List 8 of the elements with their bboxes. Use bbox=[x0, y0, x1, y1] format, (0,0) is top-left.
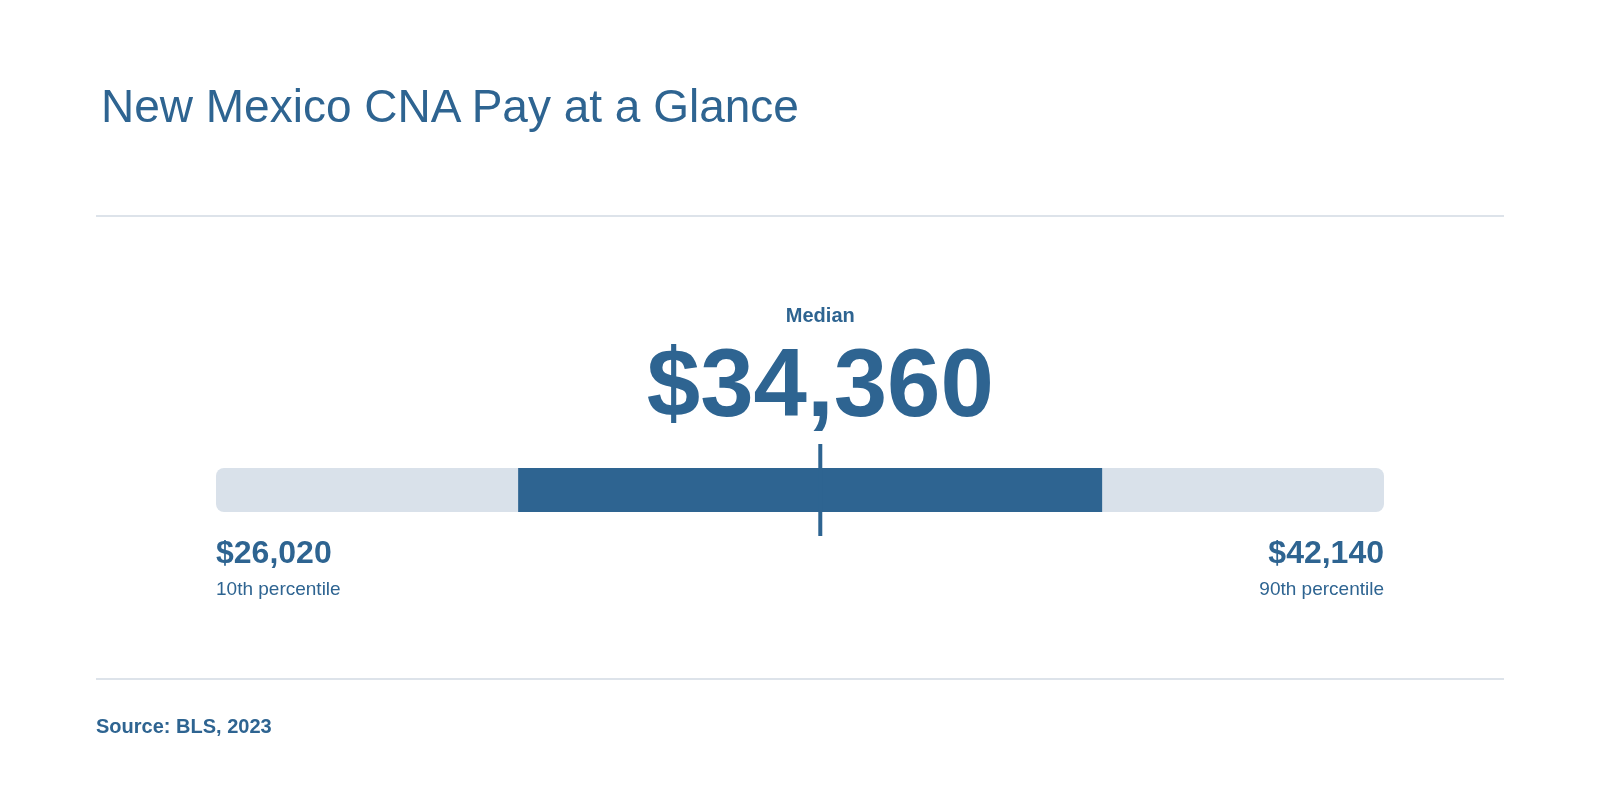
source-note: Source: BLS, 2023 bbox=[96, 715, 272, 737]
text: New Mexico CNA Pay at a Glance bbox=[101, 80, 799, 132]
category-label: Median bbox=[785, 304, 855, 326]
data-label: $26,020 bbox=[216, 534, 332, 570]
data-label: $42,140 bbox=[1268, 534, 1384, 570]
data-label: $34,360 bbox=[646, 328, 994, 436]
category-label: 90th percentile bbox=[1259, 577, 1384, 599]
category-label: 10th percentile bbox=[216, 577, 341, 599]
